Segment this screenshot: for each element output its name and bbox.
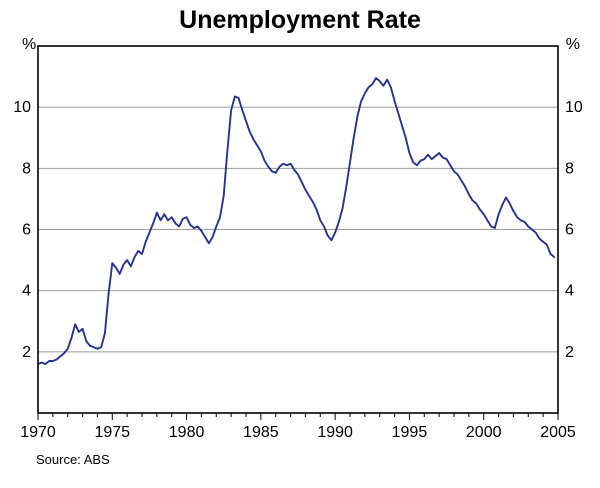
y-axis-tick-label-right: 10: [565, 99, 583, 116]
x-axis-tick-label: 1970: [20, 424, 56, 441]
source-note: Source: ABS: [36, 452, 110, 467]
x-axis-tick-label: 1990: [317, 424, 353, 441]
chart-plot: 2 2 4 4 6 6 8 8 10 10 1970 1975 1980 1985 1990 1995 2000…: [13, 45, 583, 441]
x-axis-tick-label: 1980: [169, 424, 205, 441]
x-axis-tick-label: 2000: [466, 424, 502, 441]
x-axis-tick-label: 1985: [243, 424, 279, 441]
y-axis-unit-right: %: [565, 36, 580, 53]
y-axis-tick-label-right: 8: [565, 160, 574, 177]
y-axis-tick-label-right: 2: [565, 344, 574, 361]
y-axis-tick-label-right: 6: [565, 222, 574, 239]
y-axis-tick-label-left: 2: [22, 344, 31, 361]
y-axis-unit-left: %: [22, 36, 37, 53]
x-axis-tick-label: 1975: [94, 424, 130, 441]
y-axis-tick-label-left: 6: [22, 222, 31, 239]
y-axis-tick-label-left: 8: [22, 160, 31, 177]
data-line: [37, 77, 556, 366]
chart-title: Unemployment Rate: [179, 6, 421, 34]
x-axis-tick-label: 2005: [540, 424, 576, 441]
y-axis-tick-label-left: 10: [13, 99, 31, 116]
plot-frame: [37, 45, 559, 414]
y-axis-tick-label-left: 4: [22, 283, 31, 300]
x-axis-tick-label: 1995: [392, 424, 428, 441]
y-axis-tick-label-right: 4: [565, 283, 574, 300]
